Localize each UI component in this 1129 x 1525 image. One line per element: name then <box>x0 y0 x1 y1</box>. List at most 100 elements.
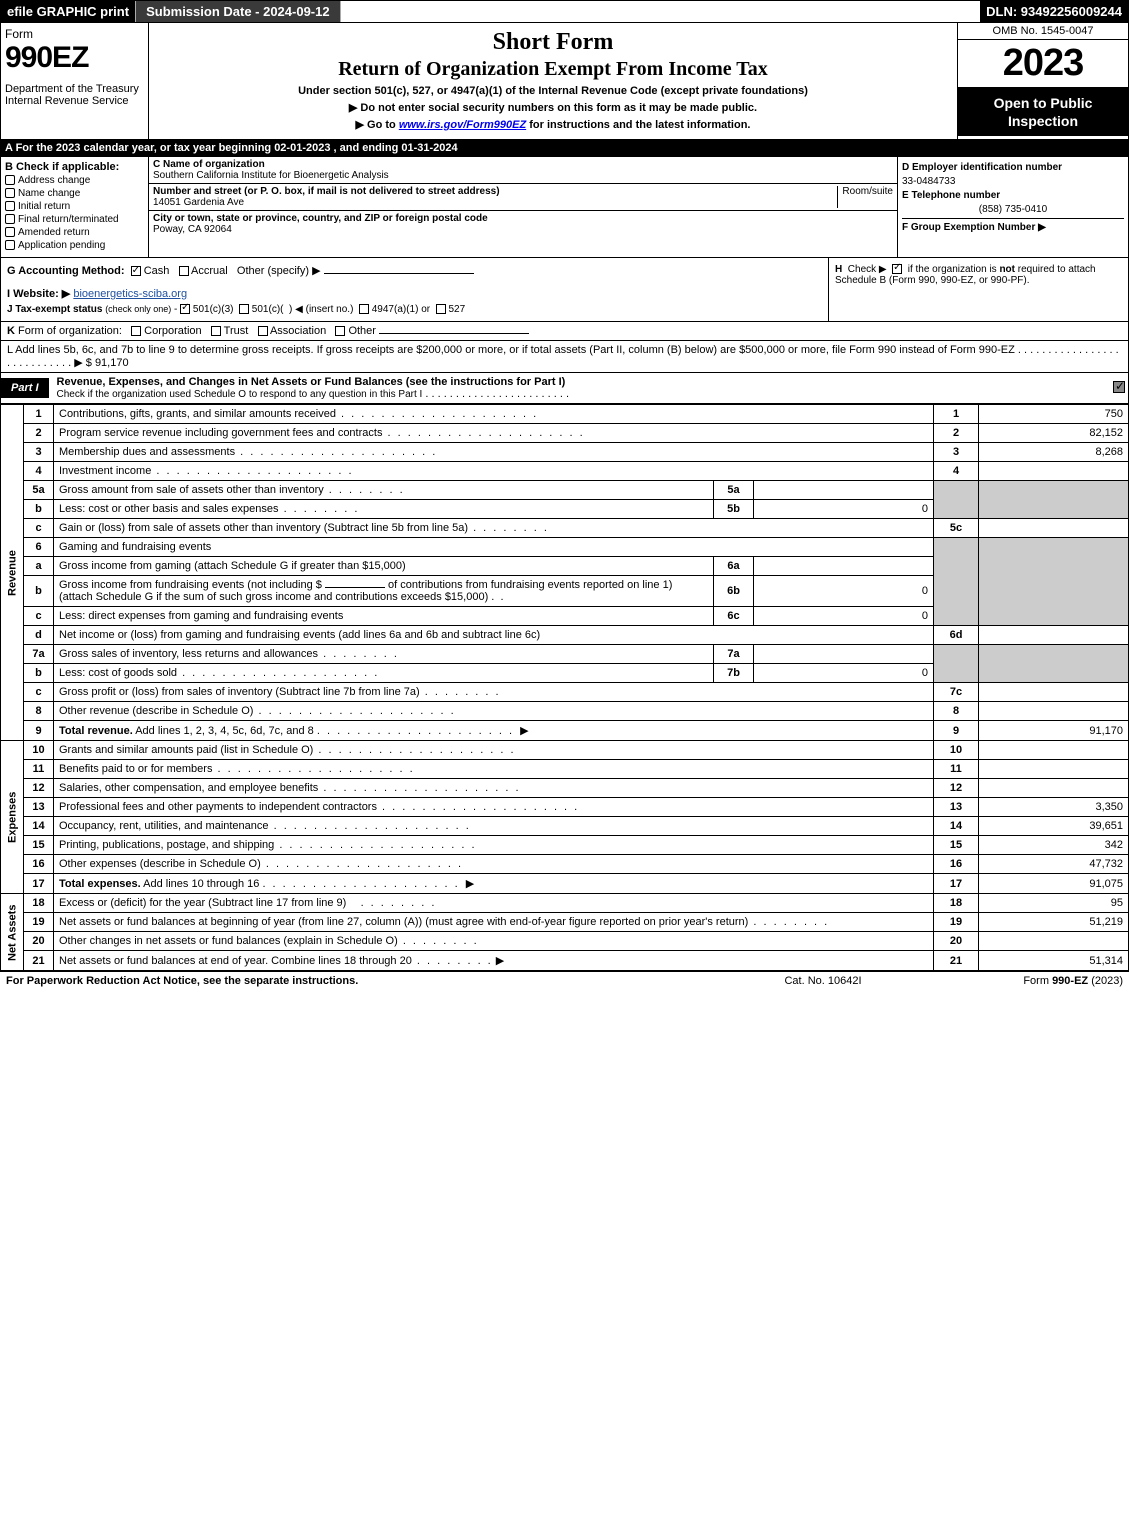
tel-label: E Telephone number <box>902 190 1000 201</box>
footer-form-ref: Form 990-EZ (2023) <box>923 975 1123 987</box>
row-l-gross-receipts: L Add lines 5b, 6c, and 7b to line 9 to … <box>0 341 1129 373</box>
row-l-text: L Add lines 5b, 6c, and 7b to line 9 to … <box>7 344 1119 369</box>
website-link[interactable]: bioenergetics-sciba.org <box>73 288 187 300</box>
org-city-box: City or town, state or province, country… <box>149 211 897 237</box>
row-k-form-org: K Form of organization: Corporation Trus… <box>0 322 1129 341</box>
subtitle: Under section 501(c), 527, or 4947(a)(1)… <box>153 85 953 97</box>
org-name-label: C Name of organization <box>153 159 265 170</box>
part1-title: Revenue, Expenses, and Changes in Net As… <box>49 373 1110 403</box>
chk-h-no-sched-b[interactable] <box>892 264 902 274</box>
header-right: OMB No. 1545-0047 2023 Open to Public In… <box>958 23 1128 139</box>
table-row: 13 Professional fees and other payments … <box>1 798 1129 817</box>
header-mid: Short Form Return of Organization Exempt… <box>149 23 958 139</box>
table-row: 5a Gross amount from sale of assets othe… <box>1 481 1129 500</box>
chk-association[interactable] <box>258 326 268 336</box>
chk-corporation[interactable] <box>131 326 141 336</box>
warning-ssn: ▶ Do not enter social security numbers o… <box>153 101 953 114</box>
org-street-box: Number and street (or P. O. box, if mail… <box>149 184 897 211</box>
table-row: 16 Other expenses (describe in Schedule … <box>1 855 1129 874</box>
line-num: 1 <box>24 405 54 424</box>
col-b-checks: B Check if applicable: Address change Na… <box>1 157 149 257</box>
grp-label: F Group Exemption Number ▶ <box>902 222 1046 233</box>
part1-table: Revenue 1 Contributions, gifts, grants, … <box>0 404 1129 971</box>
chk-4947[interactable] <box>359 304 369 314</box>
dln-label: DLN: 93492256009244 <box>980 1 1128 22</box>
form-header: Form 990EZ Department of the Treasury In… <box>0 23 1129 140</box>
part1-check-text: Check if the organization used Schedule … <box>57 389 423 400</box>
ein-label: D Employer identification number <box>902 162 1062 173</box>
table-row: 6 Gaming and fundraising events <box>1 538 1129 557</box>
gh-left: G Accounting Method: Cash Accrual Other … <box>1 258 828 321</box>
ein-value: 33-0484733 <box>902 176 1124 187</box>
org-name-box: C Name of organization Southern Californ… <box>149 157 897 184</box>
line-right-num: 1 <box>934 405 979 424</box>
other-specify-input[interactable] <box>324 273 474 274</box>
form-number: 990EZ <box>5 41 144 75</box>
part1-header: Part I Revenue, Expenses, and Changes in… <box>0 373 1129 404</box>
tel-value: (858) 735-0410 <box>902 204 1124 215</box>
efile-print-label[interactable]: efile GRAPHIC print <box>1 1 135 22</box>
warning-goto: ▶ Go to www.irs.gov/Form990EZ for instru… <box>153 118 953 131</box>
chk-501c[interactable] <box>239 304 249 314</box>
col-d-ids: D Employer identification number 33-0484… <box>898 157 1128 257</box>
contrib-amount-input[interactable] <box>325 587 385 588</box>
table-row: 7a Gross sales of inventory, less return… <box>1 645 1129 664</box>
title-short-form: Short Form <box>153 29 953 56</box>
row-l-amount: 91,170 <box>95 357 129 369</box>
i-label: I Website: ▶ <box>7 288 70 300</box>
footer-catno: Cat. No. 10642I <box>723 975 923 987</box>
table-row: 21 Net assets or fund balances at end of… <box>1 951 1129 971</box>
chk-final-return[interactable]: Final return/terminated <box>5 214 144 225</box>
row-j-tax-exempt: J Tax-exempt status (check only one) - 5… <box>7 304 822 315</box>
city-label: City or town, state or province, country… <box>153 213 488 224</box>
chk-501c3[interactable] <box>180 304 190 314</box>
g-label: G Accounting Method: <box>7 265 125 277</box>
table-row: 2 Program service revenue including gove… <box>1 424 1129 443</box>
table-row: 3 Membership dues and assessments 3 8,26… <box>1 443 1129 462</box>
chk-initial-return[interactable]: Initial return <box>5 201 144 212</box>
gh-block: G Accounting Method: Cash Accrual Other … <box>0 258 1129 322</box>
side-label-net-assets: Net Assets <box>1 894 24 971</box>
table-row: 19 Net assets or fund balances at beginn… <box>1 913 1129 932</box>
org-name: Southern California Institute for Bioene… <box>153 170 389 181</box>
chk-527[interactable] <box>436 304 446 314</box>
col-c-org: C Name of organization Southern Californ… <box>149 157 898 257</box>
section-a-calendar: A For the 2023 calendar year, or tax yea… <box>0 140 1129 157</box>
other-org-input[interactable] <box>379 333 529 334</box>
row-h-check: H Check ▶ if the organization is not req… <box>828 258 1128 321</box>
form-label: Form <box>5 27 144 41</box>
omb-number: OMB No. 1545-0047 <box>958 23 1128 40</box>
line-right-val: 750 <box>979 405 1129 424</box>
chk-accrual[interactable] <box>179 266 189 276</box>
table-row: Net Assets 18 Excess or (deficit) for th… <box>1 894 1129 913</box>
side-label-expenses: Expenses <box>1 741 24 894</box>
chk-cash[interactable] <box>131 266 141 276</box>
chk-application-pending[interactable]: Application pending <box>5 240 144 251</box>
footer-paperwork: For Paperwork Reduction Act Notice, see … <box>6 975 723 987</box>
table-row: c Gross profit or (loss) from sales of i… <box>1 683 1129 702</box>
table-row: 9 Total revenue. Add lines 1, 2, 3, 4, 5… <box>1 721 1129 741</box>
row-g-accounting: G Accounting Method: Cash Accrual Other … <box>7 264 822 277</box>
title-return: Return of Organization Exempt From Incom… <box>153 58 953 81</box>
info-block: B Check if applicable: Address change Na… <box>0 157 1129 258</box>
col-b-header: B Check if applicable: <box>5 161 119 173</box>
table-row: 17 Total expenses. Add lines 10 through … <box>1 874 1129 894</box>
table-row: Expenses 10 Grants and similar amounts p… <box>1 741 1129 760</box>
table-row: d Net income or (loss) from gaming and f… <box>1 626 1129 645</box>
table-row: 15 Printing, publications, postage, and … <box>1 836 1129 855</box>
chk-trust[interactable] <box>211 326 221 336</box>
chk-amended-return[interactable]: Amended return <box>5 227 144 238</box>
topbar-spacer <box>341 1 981 22</box>
chk-other-org[interactable] <box>335 326 345 336</box>
table-row: 4 Investment income 4 <box>1 462 1129 481</box>
irs-link[interactable]: www.irs.gov/Form990EZ <box>399 119 526 131</box>
part1-checkbox[interactable] <box>1110 378 1128 399</box>
part1-label: Part I <box>1 378 49 398</box>
street-value: 14051 Gardenia Ave <box>153 197 244 208</box>
table-row: 14 Occupancy, rent, utilities, and maint… <box>1 817 1129 836</box>
chk-address-change[interactable]: Address change <box>5 175 144 186</box>
goto-post: for instructions and the latest informat… <box>529 119 750 131</box>
open-to-public: Open to Public Inspection <box>958 88 1128 136</box>
row-i-website: I Website: ▶ bioenergetics-sciba.org <box>7 287 822 300</box>
chk-name-change[interactable]: Name change <box>5 188 144 199</box>
